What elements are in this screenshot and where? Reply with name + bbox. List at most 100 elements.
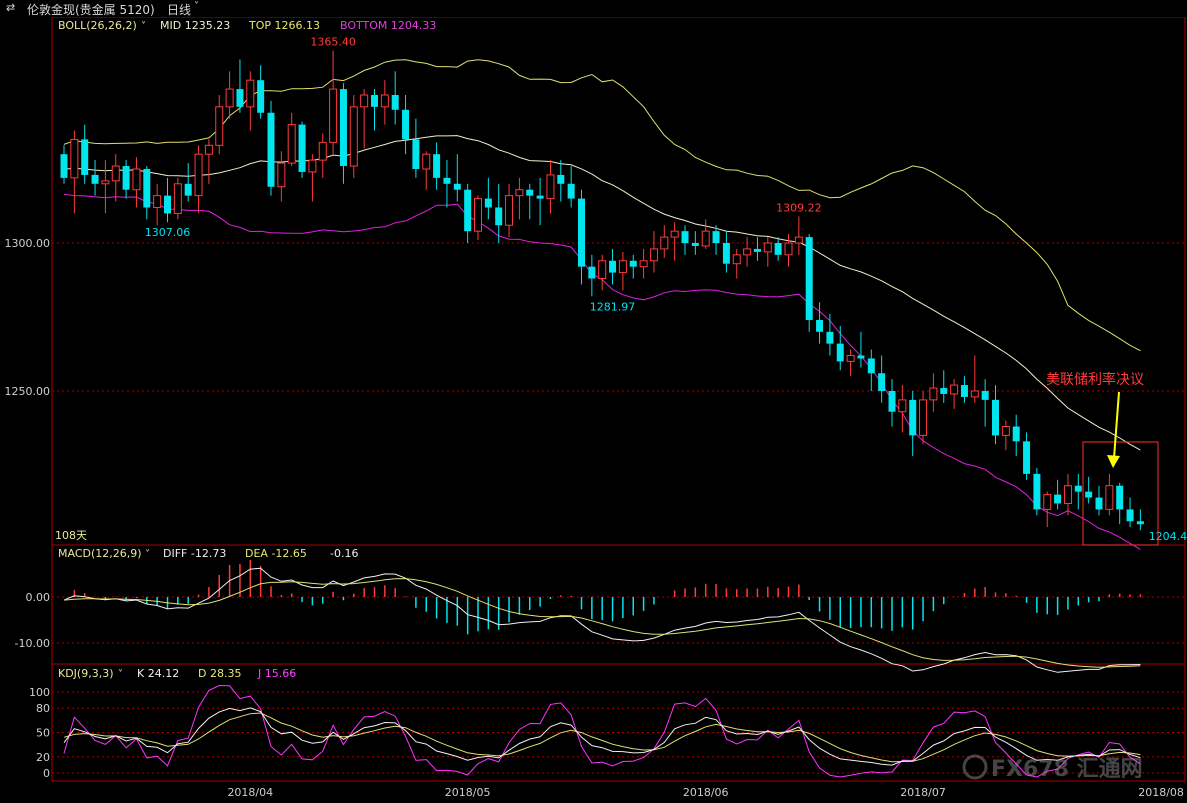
candle-body-down	[722, 243, 730, 264]
candle-body-up	[919, 399, 928, 436]
candle-body-down	[1116, 485, 1124, 510]
candle-body-down	[536, 195, 544, 199]
chevron-down-icon[interactable]: ˅	[194, 1, 199, 12]
candle-body-up	[308, 159, 317, 173]
candle-body-down	[81, 139, 89, 175]
candle-body-down	[960, 385, 968, 397]
candle-body-down	[1085, 491, 1093, 498]
candle-body-down	[774, 243, 782, 255]
candle-body-down	[236, 89, 244, 107]
kdj-k-value: K 24.12	[137, 667, 179, 680]
exchange-arrows-icon[interactable]: ⇄	[6, 1, 16, 14]
candle-body-up	[846, 354, 855, 362]
grid-lines	[52, 242, 1185, 774]
kdj-chevron-icon[interactable]: ˅	[118, 668, 123, 680]
candle-body-up	[546, 174, 555, 200]
candle-body-down	[433, 154, 441, 178]
candle-body-down	[981, 391, 989, 400]
macd-diff-value: DIFF -12.73	[163, 547, 226, 560]
kdj-label[interactable]: KDJ(9,3,3)	[58, 667, 114, 680]
candle-body-down	[567, 183, 575, 199]
candle-body-down	[1033, 473, 1041, 510]
price-tick-label: 1250.00	[5, 385, 51, 398]
instrument-title[interactable]: 伦敦金现(贵金属 5120)	[27, 3, 155, 17]
candle-body-up	[929, 387, 938, 401]
candle-body-up	[173, 183, 182, 214]
candle-body-down	[1095, 497, 1103, 510]
candle-body-up	[639, 260, 648, 268]
boll-top-value: TOP 1266.13	[248, 19, 320, 32]
candle-body-down	[888, 391, 896, 412]
boll-chevron-icon[interactable]: ˅	[141, 20, 146, 32]
x-tick-label: 2018/06	[683, 786, 729, 799]
candle-body-down	[1023, 441, 1031, 474]
candle-body-down	[298, 124, 306, 172]
boll-label[interactable]: BOLL(26,26,2)	[58, 19, 137, 32]
candle-body-up	[360, 94, 369, 108]
candle-body-down	[867, 358, 875, 374]
candle-body-up	[70, 138, 79, 179]
period-selector[interactable]: 日线	[167, 3, 192, 17]
annotation-arrow-head	[1107, 455, 1120, 468]
y-axis-labels: 1300.00 1250.00 0.00 -10.00 100 80 50 20 0	[5, 237, 51, 780]
macd-label[interactable]: MACD(12,26,9)	[58, 547, 142, 560]
candle-body-down	[1136, 521, 1144, 525]
price-tick-label: 1300.00	[5, 237, 51, 250]
candle-body-down	[1012, 426, 1020, 442]
candle-body-up	[670, 230, 679, 238]
candle-body-up	[380, 94, 389, 108]
candle-body-up	[194, 153, 203, 197]
candle-body-up	[505, 195, 514, 226]
extreme-price-label: 1204.41	[1149, 530, 1187, 543]
candle-body-down	[836, 343, 844, 362]
candle-body-up	[1105, 485, 1114, 510]
annotation-text: 美联储利率决议	[1046, 371, 1144, 388]
candle-body-down	[992, 399, 999, 436]
kdj-tick-label: 100	[29, 686, 50, 699]
candle-body-up	[225, 88, 234, 108]
candle-body-down	[857, 355, 865, 359]
candle-body-down	[1126, 509, 1134, 522]
x-tick-label: 2018/07	[900, 786, 946, 799]
candle-body-up	[660, 236, 669, 250]
boll-lower-line	[63, 193, 1141, 550]
candle-body-up	[784, 242, 793, 256]
macd-dea-line	[63, 578, 1141, 668]
macd-tick-label: 0.00	[26, 591, 51, 604]
candle-body-up	[1001, 426, 1010, 436]
candle-body-down	[629, 260, 637, 267]
candle-body-down	[143, 169, 151, 208]
candle-body-down	[1054, 494, 1062, 504]
candle-body-up	[794, 236, 803, 244]
candle-body-down	[371, 95, 378, 107]
candlesticks[interactable]	[60, 50, 1144, 531]
macd-dea-value: DEA -12.65	[245, 547, 307, 560]
candle-body-down	[453, 183, 461, 190]
kdj-d-line	[63, 712, 1141, 763]
candle-body-up	[287, 124, 296, 164]
candle-body-up	[204, 144, 213, 155]
kdj-tick-label: 50	[36, 727, 50, 740]
price-panel-border	[51, 16, 1186, 546]
candle-body-up	[649, 248, 658, 262]
kdj-panel	[63, 684, 1141, 778]
candle-body-down	[753, 248, 761, 252]
candle-body-down	[339, 89, 347, 167]
macd-tick-label: -10.00	[15, 637, 50, 650]
candle-body-down	[464, 189, 472, 232]
candle-body-up	[101, 180, 110, 185]
macd-chevron-icon[interactable]: ˅	[145, 548, 150, 560]
candle-body-up	[132, 168, 141, 191]
candle-body-down	[1074, 485, 1082, 492]
candle-body-down	[443, 177, 451, 184]
candle-body-down	[712, 231, 720, 243]
boll-mid-line	[63, 135, 1141, 451]
kdj-panel-border	[51, 663, 1186, 782]
candle-body-up	[950, 384, 959, 395]
kdj-j-value: J 15.66	[257, 667, 296, 680]
candle-body-down	[484, 198, 492, 208]
days-count: 108天	[55, 529, 87, 542]
candle-body-down	[164, 195, 171, 214]
candle-body-up	[474, 198, 482, 232]
